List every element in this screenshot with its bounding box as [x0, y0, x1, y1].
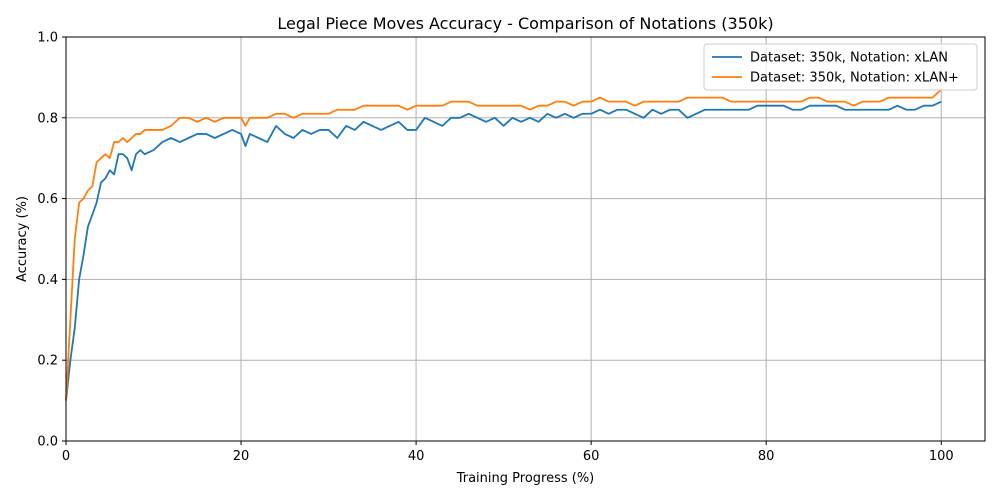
x-tick-label: 60 [583, 449, 600, 464]
x-tick-label: 80 [758, 449, 775, 464]
plot-area-frame [65, 36, 986, 442]
axis-ticks: 0 20 40 60 80 100 0.0 0.2 0.4 0.6 0.8 1.0 [37, 31, 953, 465]
y-tick-label: 0.6 [37, 192, 58, 207]
y-tick-label: 1.0 [37, 31, 58, 46]
y-tick-label: 0.4 [37, 273, 58, 288]
legend: Dataset: 350k, Notation: xLAN Dataset: 35… [703, 43, 978, 91]
x-axis-title: Training Progress (%) [456, 471, 595, 486]
grid-lines [65, 36, 985, 442]
series-line-2 [65, 88, 942, 401]
x-tick-label: 40 [408, 449, 425, 464]
x-tick-label: 20 [233, 449, 250, 464]
y-tick-label: 0.2 [37, 354, 58, 369]
legend-box [703, 43, 978, 91]
series-lines [65, 88, 942, 401]
y-tick-label: 0.8 [37, 111, 58, 126]
y-axis-title: Accuracy (%) [15, 196, 30, 282]
legend-label-1: Dataset: 350k, Notation: xLAN [750, 51, 948, 66]
x-tick-label: 0 [62, 449, 70, 464]
y-tick-label: 0.0 [37, 435, 58, 450]
x-tick-label: 100 [929, 449, 954, 464]
series-line-1 [65, 100, 942, 401]
legend-label-2: Dataset: 350k, Notation: xLAN+ [750, 71, 959, 86]
chart-title: Legal Piece Moves Accuracy - Comparison … [277, 14, 773, 33]
